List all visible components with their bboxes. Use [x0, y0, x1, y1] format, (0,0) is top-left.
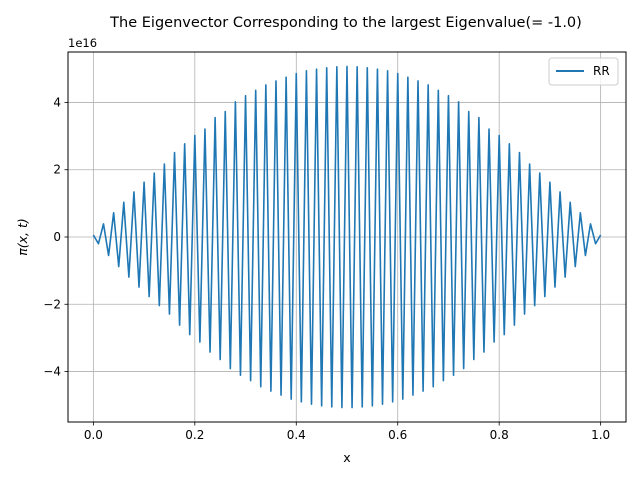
y-offset-label: 1e16	[68, 36, 97, 50]
x-tick-label: 0.8	[490, 428, 509, 442]
legend: RR	[548, 57, 619, 86]
y-axis-label: π(x, t)	[15, 218, 30, 256]
y-axis-ticks: −4 −2 0 2 4	[43, 95, 68, 379]
y-tick-label: 0	[53, 230, 61, 244]
chart-title: The Eigenvector Corresponding to the lar…	[109, 15, 582, 31]
y-tick-label: −2	[43, 297, 61, 311]
x-tick-label: 0.2	[185, 428, 204, 442]
series-line-rr	[92, 65, 602, 409]
series-layer	[92, 65, 602, 409]
x-tick-label: 0.0	[84, 428, 103, 442]
y-tick-label: −4	[43, 365, 61, 379]
x-axis-ticks: 0.0 0.2 0.4 0.6 0.8 1.0	[84, 422, 610, 442]
legend-label-rr: RR	[593, 64, 610, 78]
x-axis-label: x	[343, 450, 350, 465]
x-tick-label: 0.4	[287, 428, 306, 442]
y-tick-label: 2	[53, 163, 61, 177]
x-tick-label: 1.0	[591, 428, 610, 442]
x-tick-label: 0.6	[388, 428, 407, 442]
y-tick-label: 4	[53, 95, 61, 109]
